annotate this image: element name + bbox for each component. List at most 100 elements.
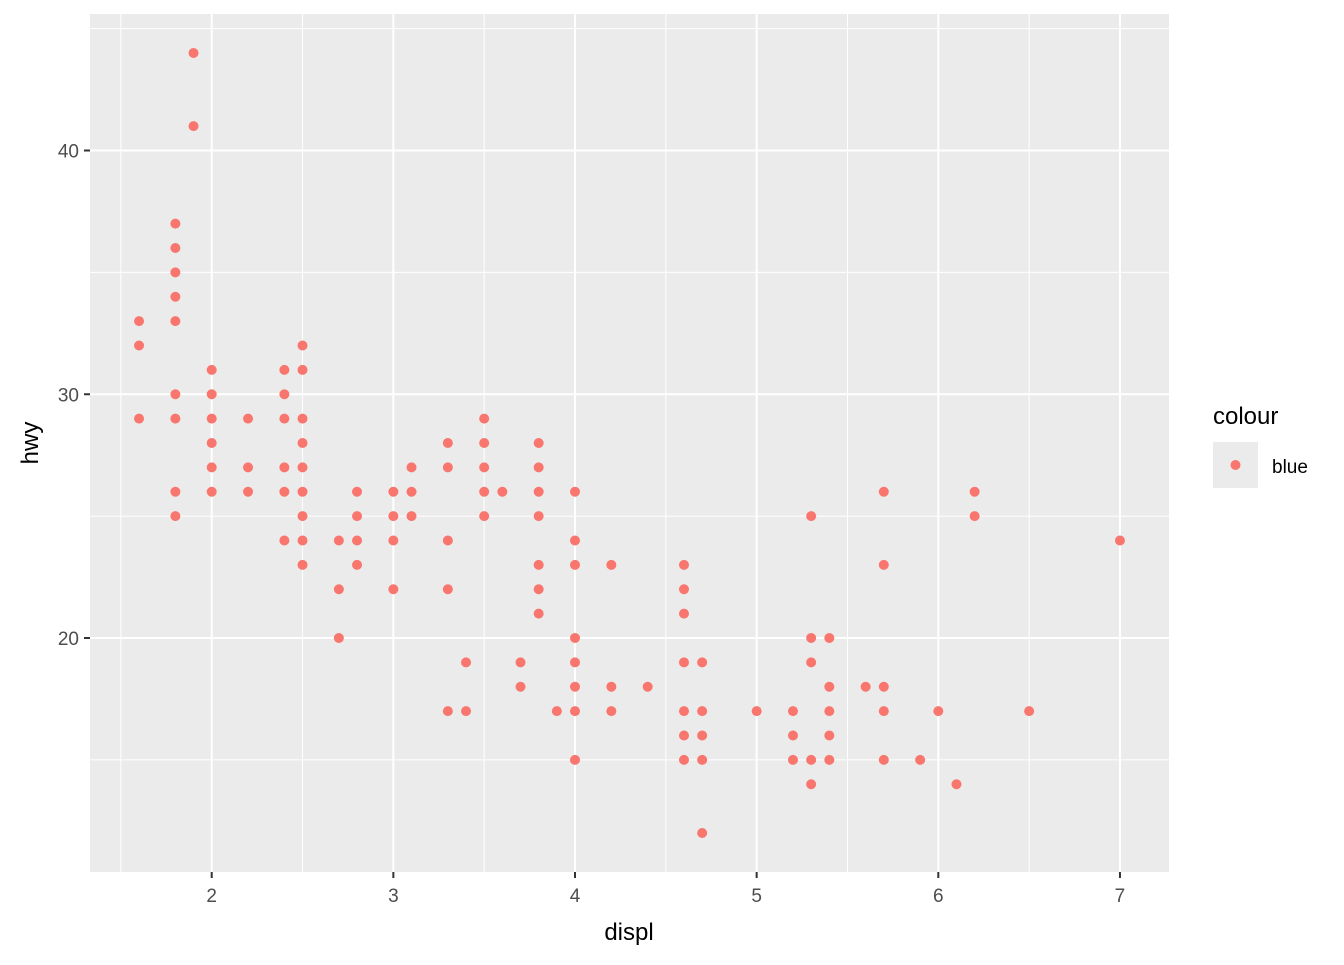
data-point	[279, 389, 290, 400]
data-point	[279, 413, 290, 424]
data-point	[806, 754, 817, 765]
data-point	[606, 681, 617, 692]
data-point	[406, 462, 417, 473]
legend-label: blue	[1272, 457, 1308, 478]
data-point	[188, 48, 199, 58]
data-point	[697, 657, 708, 668]
data-point	[678, 754, 689, 765]
x-axis: 2 3 4 5 6 7	[206, 872, 1125, 907]
y-axis-title: hwy	[17, 422, 44, 465]
data-point	[243, 413, 254, 424]
data-point	[606, 559, 617, 570]
data-point	[388, 511, 399, 522]
data-point	[806, 657, 817, 668]
x-axis-title: displ	[604, 919, 653, 946]
data-point	[134, 340, 145, 351]
data-point	[442, 706, 453, 717]
data-point	[533, 559, 544, 570]
data-point	[678, 730, 689, 741]
legend-key-point	[1230, 460, 1241, 470]
data-point	[878, 486, 889, 497]
data-point	[806, 511, 817, 522]
data-point	[678, 608, 689, 619]
data-point	[787, 706, 798, 717]
data-point	[969, 486, 980, 497]
data-point	[170, 316, 181, 327]
data-point	[442, 535, 453, 546]
data-point	[515, 657, 526, 668]
data-point	[206, 462, 217, 473]
data-point	[570, 535, 581, 546]
x-tick-label: 6	[933, 886, 944, 907]
data-point	[860, 681, 871, 692]
data-point	[134, 316, 145, 327]
data-point	[951, 779, 962, 790]
data-point	[352, 511, 363, 522]
data-point	[697, 730, 708, 741]
data-point	[479, 511, 490, 522]
data-point	[697, 828, 708, 838]
data-point	[570, 633, 581, 643]
data-point	[206, 438, 217, 448]
data-point	[570, 486, 581, 497]
y-tick-label: 20	[58, 629, 79, 650]
data-point	[442, 462, 453, 473]
data-point	[533, 584, 544, 595]
data-point	[479, 462, 490, 473]
data-point	[170, 218, 181, 229]
data-point	[806, 779, 817, 790]
major-gridlines	[90, 14, 1169, 872]
data-point	[170, 267, 181, 278]
data-point	[915, 754, 926, 765]
data-point	[824, 754, 835, 765]
data-point	[533, 511, 544, 522]
data-point	[533, 486, 544, 497]
data-point	[570, 754, 581, 765]
data-points	[134, 48, 1125, 838]
data-point	[824, 681, 835, 692]
legend: colour blue	[1213, 403, 1308, 488]
data-point	[297, 340, 308, 351]
data-point	[606, 706, 617, 717]
data-point	[297, 413, 308, 424]
data-point	[279, 364, 290, 375]
data-point	[297, 438, 308, 448]
data-point	[969, 511, 980, 522]
y-tick-label: 30	[58, 385, 79, 406]
data-point	[243, 486, 254, 497]
data-point	[206, 486, 217, 497]
data-point	[170, 291, 181, 302]
data-point	[697, 706, 708, 717]
data-point	[297, 486, 308, 497]
data-point	[878, 681, 889, 692]
data-point	[479, 486, 490, 497]
data-point	[352, 535, 363, 546]
data-point	[206, 389, 217, 400]
data-point	[297, 462, 308, 473]
data-point	[388, 584, 399, 595]
data-point	[533, 462, 544, 473]
data-point	[134, 413, 145, 424]
data-point	[751, 706, 762, 717]
data-point	[479, 413, 490, 424]
data-point	[333, 584, 344, 595]
x-tick-label: 2	[206, 886, 217, 907]
data-point	[461, 706, 472, 717]
data-point	[297, 535, 308, 546]
plot-panel	[90, 14, 1169, 872]
data-point	[570, 681, 581, 692]
data-point	[170, 486, 181, 497]
data-point	[352, 486, 363, 497]
data-point	[878, 706, 889, 717]
data-point	[570, 657, 581, 668]
data-point	[206, 413, 217, 424]
data-point	[333, 633, 344, 643]
data-point	[497, 486, 508, 497]
data-point	[787, 754, 798, 765]
data-point	[570, 706, 581, 717]
y-axis: 20 30 40	[58, 142, 90, 650]
data-point	[479, 438, 490, 448]
data-point	[806, 633, 817, 643]
